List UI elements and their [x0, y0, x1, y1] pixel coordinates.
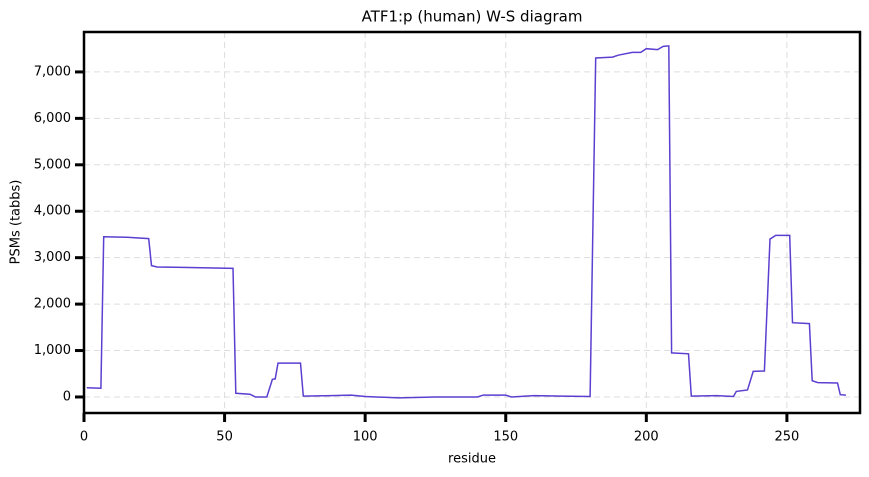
x-tick-label: 250	[774, 430, 799, 445]
data-line	[86, 45, 846, 399]
x-tick-label: 0	[80, 430, 88, 445]
x-tick-label: 200	[634, 430, 659, 445]
y-tick-label: 5,000	[34, 157, 71, 172]
y-tick-label: 3,000	[34, 250, 71, 265]
y-tick-label: 0	[63, 389, 71, 404]
y-axis-label: PSMs (tabbs)	[9, 180, 24, 265]
y-tick-label: 6,000	[34, 111, 71, 126]
y-tick-label: 1,000	[34, 343, 71, 358]
y-tick-label: 7,000	[34, 64, 71, 79]
y-tick-label: 4,000	[34, 204, 71, 219]
x-axis-label: residue	[448, 452, 496, 467]
x-tick-label: 150	[493, 430, 518, 445]
y-tick-label: 2,000	[34, 297, 71, 312]
chart-title: ATF1:p (human) W-S diagram	[362, 8, 583, 26]
x-tick-label: 100	[353, 430, 378, 445]
x-tick-label: 50	[216, 430, 233, 445]
plot-frame	[82, 30, 862, 415]
